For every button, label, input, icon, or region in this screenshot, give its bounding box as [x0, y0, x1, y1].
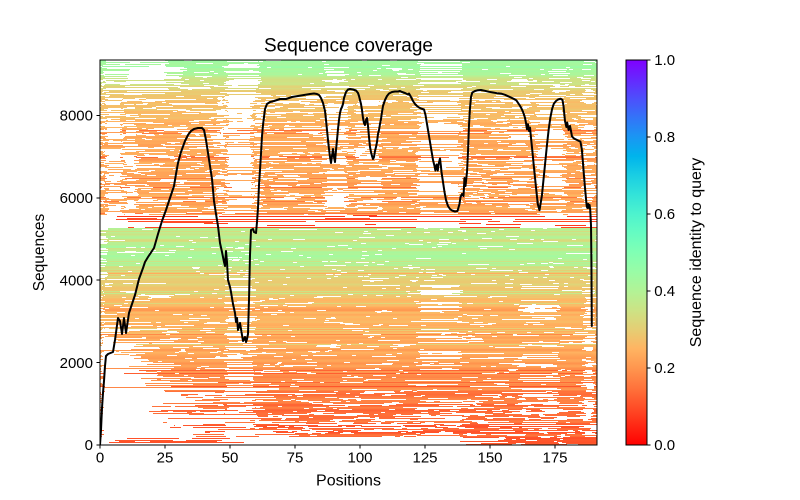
svg-text:0.0: 0.0 — [654, 437, 675, 454]
svg-text:8000: 8000 — [60, 108, 93, 125]
svg-text:0.4: 0.4 — [654, 283, 675, 300]
svg-text:0.6: 0.6 — [654, 206, 675, 223]
svg-text:6000: 6000 — [60, 190, 93, 207]
svg-text:0.2: 0.2 — [654, 360, 675, 377]
svg-text:Positions: Positions — [316, 473, 381, 490]
svg-text:0: 0 — [96, 450, 104, 467]
svg-text:Sequence coverage: Sequence coverage — [264, 36, 433, 57]
svg-text:2000: 2000 — [60, 355, 93, 372]
svg-text:125: 125 — [412, 450, 437, 467]
svg-text:1.0: 1.0 — [654, 52, 675, 69]
svg-text:0: 0 — [85, 437, 93, 454]
svg-text:50: 50 — [222, 450, 239, 467]
svg-text:100: 100 — [347, 450, 372, 467]
svg-text:4000: 4000 — [60, 272, 93, 289]
svg-text:25: 25 — [157, 450, 174, 467]
svg-text:0.8: 0.8 — [654, 129, 675, 146]
svg-text:150: 150 — [477, 450, 502, 467]
svg-text:Sequences: Sequences — [31, 213, 48, 291]
svg-text:175: 175 — [542, 450, 567, 467]
svg-text:75: 75 — [287, 450, 304, 467]
svg-text:Sequence identity to query: Sequence identity to query — [688, 158, 705, 347]
